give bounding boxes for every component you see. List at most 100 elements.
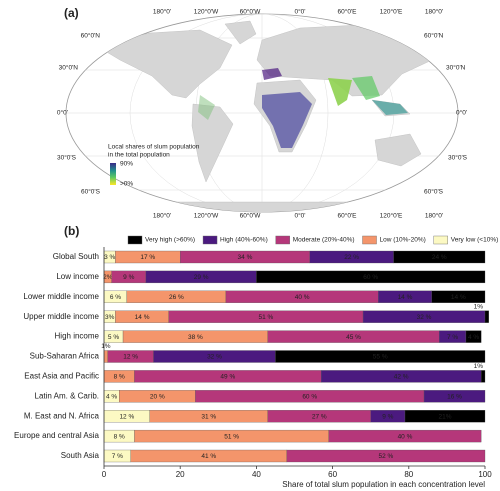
map-legend-max: 90% [120,161,133,168]
lat-label: 0°0' [57,109,68,117]
lat-label: 60°0'S [81,188,101,196]
value-label: 60 % [363,274,378,281]
slum-share-overlay [198,68,408,148]
value-label: 3% [105,314,115,321]
map-legend-colorbar [110,163,116,185]
bar-segment [286,449,486,463]
value-label: 5 % [108,334,119,341]
value-label: 2% [103,274,113,281]
lat-label: 60°0'N [81,32,101,40]
category-label: Upper middle income [23,312,99,321]
bar-segment [484,310,489,323]
legend-swatch [127,235,143,245]
lat-label: 60°0'N [424,32,444,40]
value-label: 8 % [114,374,125,381]
value-label: 32 % [207,354,222,361]
lat-label: 30°0'N [446,64,466,72]
x-axis-title: Share of total slum population in each c… [282,480,485,489]
lon-label: 60°0'E [337,212,357,220]
legend-swatch [202,235,218,245]
panel-label: (a) [64,6,79,20]
value-label: 41 % [201,453,216,460]
x-tick-label: 60 [328,470,337,479]
map-legend-title: in the total population [108,152,170,159]
value-label: 12 % [123,354,138,361]
value-label: 14 % [398,294,413,301]
value-label: 16 % [447,394,462,401]
value-label: 29 % [194,274,209,281]
bar-segment [431,290,486,303]
x-tick-label: 0 [102,470,107,479]
value-label: 26 % [169,294,184,301]
value-label: 34 % [238,254,253,261]
lat-label: 30°0'S [448,154,468,162]
value-label: 31 % [201,413,216,420]
value-label: 7 % [112,453,123,460]
value-label: 14 % [451,294,466,301]
legend-label: Very low (<10%) [451,237,499,244]
value-label: 27 % [312,413,327,420]
map-legend-title: Local shares of slum population [108,144,200,151]
lat-label: 60°0'S [424,188,444,196]
category-label: East Asia and Pacific [24,372,99,381]
value-label: 22 % [344,254,359,261]
lon-label: 60°0'W [240,8,262,16]
category-label: Europe and central Asia [14,431,99,440]
value-label: 52 % [379,453,394,460]
x-tick-label: 100 [478,470,492,479]
value-label: 4 % [468,334,479,341]
bar-segment [481,370,486,383]
legend-label: Moderate (20%-40%) [293,237,355,244]
x-tick-label: 40 [252,470,261,479]
value-label: 6 % [110,294,121,301]
bar-segment [103,350,108,363]
lon-label: 180°0' [425,212,443,220]
category-label: Sub-Saharan Africa [30,352,100,361]
value-label: 4 % [106,394,117,401]
bar-segment [328,429,482,443]
value-label: 49 % [220,374,235,381]
value-label: 20 % [150,394,165,401]
legend-swatch [275,235,290,245]
value-label: 38 % [188,334,203,341]
value-label: 24 % [432,254,447,261]
value-label: 40 % [295,294,310,301]
legend-label: Low (10%-20%) [380,237,426,244]
value-label: 60 % [302,394,317,401]
map [65,13,459,213]
bar-segment [404,410,486,423]
lon-label: 120°0'W [194,212,219,220]
category-label: High income [55,332,100,341]
bar-segment [465,330,482,343]
lon-label: 120°0'E [380,8,403,16]
value-label: 45 % [346,334,361,341]
value-label: 3 % [104,254,115,261]
bar-segment [423,390,486,403]
value-label: 1% [474,303,484,310]
value-label: 42 % [394,374,409,381]
value-label: 21% [438,413,451,420]
legend-label: Very high (>60%) [145,237,195,244]
lon-label: 120°0'E [380,212,403,220]
lon-label: 120°0'W [194,8,219,16]
value-label: 9 % [382,413,393,420]
lon-label: 180°0' [153,8,171,16]
value-label: 7 % [447,334,458,341]
map-legend-min: >0% [120,181,133,188]
lat-label: 30°0'S [57,154,77,162]
value-label: 51 % [259,314,274,321]
bar-segment [275,350,486,363]
lon-label: 60°0'W [240,212,262,220]
lon-label: 180°0' [425,8,443,16]
bar-segment [393,250,486,264]
x-tick-label: 80 [404,470,413,479]
category-label: Latin Am. & Carib. [35,391,99,400]
value-label: 1% [101,343,111,350]
lat-label: 0°0' [456,109,467,117]
bar-segment [256,270,486,284]
legend-label: High (40%-60%) [220,237,268,244]
lon-label: 0°0' [294,212,305,220]
lon-label: 60°0'E [337,8,357,16]
value-label: 32 % [417,314,432,321]
